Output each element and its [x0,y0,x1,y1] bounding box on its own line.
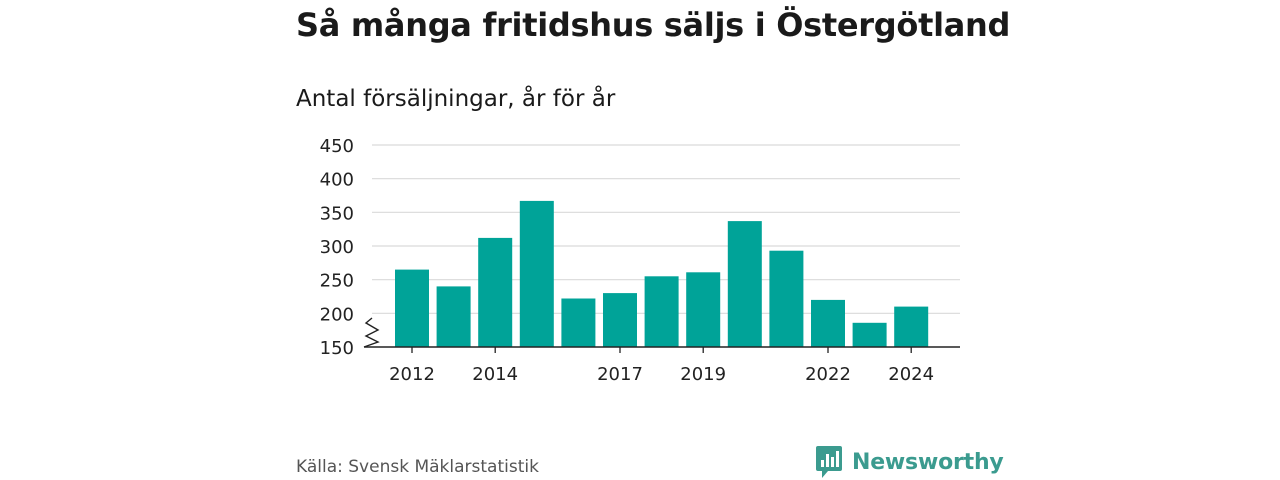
bar-2021 [769,250,804,347]
y-tick-label: 200 [320,304,354,325]
bar-2013 [436,286,471,347]
bar-2016 [561,298,596,347]
x-tick-label: 2012 [389,364,435,385]
bar-2023 [852,322,887,347]
x-tick-label: 2019 [680,364,726,385]
y-tick-label: 300 [320,237,354,258]
y-tick-label: 450 [320,136,354,157]
bar-2017 [603,293,637,347]
x-tick-label: 2022 [805,364,851,385]
axis-break-icon [363,317,380,348]
y-tick-label: 400 [320,170,354,191]
bar-chart-speech-bubble-icon [816,446,842,478]
x-tick-label: 2014 [472,364,518,385]
axes [363,317,960,348]
y-tick-label: 150 [320,338,354,359]
chart-title: Så många fritidshus säljs i Östergötland [296,6,1011,44]
y-tick-label: 250 [320,271,354,292]
bar-2019 [686,272,721,347]
chart-subtitle: Antal försäljningar, år för år [296,86,616,112]
y-tick-label: 350 [320,203,354,224]
bars [395,200,929,347]
bar-2018 [644,276,679,347]
x-tick-label: 2024 [888,364,934,385]
brand-logo: Newsworthy [815,445,1004,479]
x-axis-ticks: 2012 2014 2017 2019 2022 2024 [389,347,934,385]
bar-2012 [395,269,429,347]
bar-2015 [519,200,554,347]
y-axis-ticks: 150 200 250 300 350 400 450 [320,136,354,359]
bar-2020 [727,221,762,347]
source-note: Källa: Svensk Mäklarstatistik [296,457,539,477]
bar-2014 [478,237,513,347]
bar-2022 [811,299,845,347]
brand-name: Newsworthy [852,449,1004,475]
bar-2024 [894,306,929,347]
x-tick-label: 2017 [597,364,643,385]
